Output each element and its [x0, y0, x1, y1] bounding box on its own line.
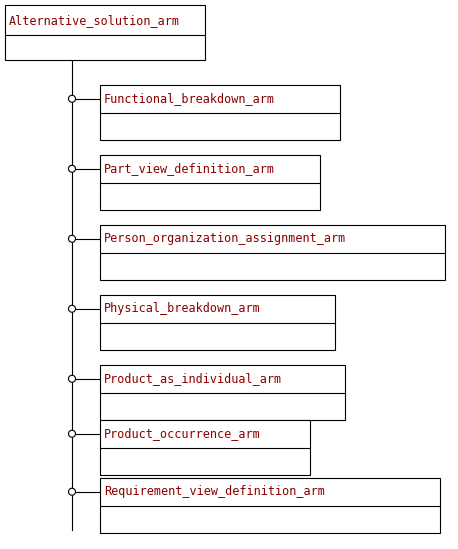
Text: Functional_breakdown_arm: Functional_breakdown_arm — [104, 92, 275, 105]
Bar — [100, 155, 320, 210]
Circle shape — [69, 165, 76, 172]
Bar — [5, 5, 205, 60]
Text: Requirement_view_definition_arm: Requirement_view_definition_arm — [104, 485, 325, 498]
Bar — [100, 365, 345, 420]
Text: Physical_breakdown_arm: Physical_breakdown_arm — [104, 302, 261, 315]
Text: Alternative_solution_arm: Alternative_solution_arm — [9, 14, 180, 26]
Circle shape — [69, 95, 76, 102]
Bar — [100, 225, 445, 280]
Text: Person_organization_assignment_arm: Person_organization_assignment_arm — [104, 232, 346, 245]
Circle shape — [69, 488, 76, 495]
Circle shape — [69, 430, 76, 437]
Circle shape — [69, 305, 76, 312]
Text: Product_as_individual_arm: Product_as_individual_arm — [104, 372, 282, 385]
Circle shape — [69, 236, 76, 242]
Bar — [100, 85, 340, 140]
Text: Product_occurrence_arm: Product_occurrence_arm — [104, 427, 261, 440]
Bar — [100, 478, 440, 533]
Text: Part_view_definition_arm: Part_view_definition_arm — [104, 163, 275, 175]
Bar — [100, 420, 310, 475]
Bar — [100, 295, 335, 350]
Circle shape — [69, 376, 76, 382]
